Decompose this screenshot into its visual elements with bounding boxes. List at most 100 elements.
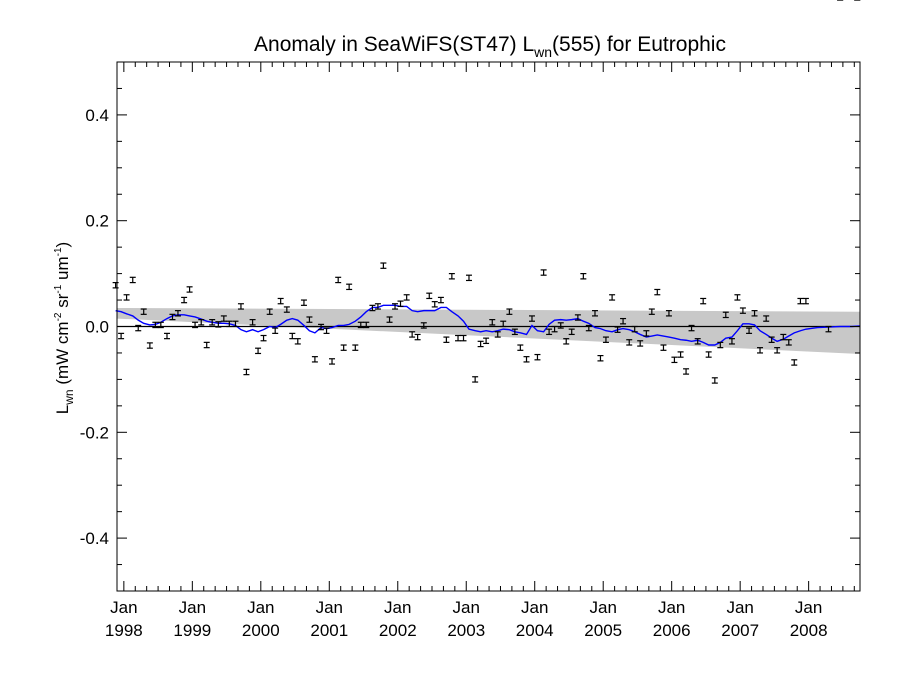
x-tick-label-year: 2005 <box>584 621 622 640</box>
data-point <box>112 281 119 289</box>
data-point <box>146 342 153 349</box>
data-point <box>717 341 724 349</box>
x-tick-label-year: 2004 <box>516 621 554 640</box>
data-point <box>363 321 370 329</box>
x-tick-label-month: Jan <box>726 598 753 617</box>
chart-title-suffix: (555) for Eutrophic <box>552 33 726 56</box>
data-point <box>209 319 216 326</box>
data-points-group <box>112 0 861 384</box>
x-tick-label-month: Jan <box>316 598 343 617</box>
data-point <box>294 338 301 345</box>
data-point <box>534 353 541 361</box>
x-tick-label-year: 1999 <box>173 621 211 640</box>
data-point <box>517 344 524 351</box>
x-tick-label-month: Jan <box>453 598 480 617</box>
chart-title-prefix: Anomaly in SeaWiFS(ST47) L <box>254 33 534 56</box>
data-point <box>523 356 530 363</box>
x-tick-label-month: Jan <box>247 598 274 617</box>
data-point <box>654 288 661 296</box>
y-axis-label-exp2: -1 <box>53 284 64 293</box>
x-tick-label-month: Jan <box>521 598 548 617</box>
y-axis-label: Lwn (mW cm-2 sr-1 um-1) <box>53 242 76 414</box>
data-point <box>825 325 832 333</box>
data-point <box>157 321 164 329</box>
data-point <box>688 324 695 332</box>
data-point <box>300 299 307 306</box>
data-point <box>511 328 518 336</box>
y-tick-label: -0.4 <box>80 529 109 548</box>
data-point <box>386 316 393 323</box>
y-axis-label-exp1: -2 <box>53 312 64 321</box>
data-point <box>626 339 633 346</box>
x-tick-label-year: 2007 <box>721 621 759 640</box>
data-point <box>774 347 781 354</box>
data-point <box>620 317 627 325</box>
data-point <box>568 328 575 336</box>
data-point <box>346 283 353 291</box>
y-axis-label-close: ) <box>53 242 72 248</box>
data-point <box>557 322 564 329</box>
data-point <box>694 338 701 345</box>
data-point <box>323 327 330 334</box>
y-axis-ticks: -0.4 -0.2 0.0 0.2 0.4 <box>80 61 860 592</box>
data-point <box>266 308 273 315</box>
data-point <box>757 347 764 354</box>
x-tick-label-month: Jan <box>179 598 206 617</box>
data-point <box>357 321 364 329</box>
x-tick-label-year: 2003 <box>447 621 485 640</box>
x-tick-label-year: 2001 <box>310 621 348 640</box>
data-point <box>705 351 712 358</box>
data-point <box>791 359 798 366</box>
data-point <box>203 341 210 349</box>
data-point <box>460 334 467 342</box>
data-point <box>540 269 547 276</box>
data-point <box>734 294 741 301</box>
data-point <box>448 273 455 280</box>
data-point <box>443 336 450 343</box>
data-point <box>186 286 193 293</box>
data-point <box>392 303 399 310</box>
data-point <box>585 324 592 332</box>
x-tick-label-year: 2006 <box>653 621 691 640</box>
data-point <box>397 300 404 307</box>
data-point <box>574 314 581 321</box>
data-point <box>614 326 621 333</box>
data-point <box>118 332 125 340</box>
data-point <box>255 347 262 355</box>
data-point <box>340 344 347 351</box>
data-point <box>237 303 244 310</box>
data-point <box>380 262 387 269</box>
data-point <box>335 276 342 284</box>
data-point <box>123 294 130 301</box>
data-point <box>169 313 176 321</box>
data-point <box>602 336 609 343</box>
x-tick-label-month: Jan <box>658 598 685 617</box>
data-point <box>306 316 313 323</box>
data-point <box>472 376 479 383</box>
data-point <box>272 327 279 334</box>
data-point <box>700 297 707 305</box>
data-point <box>677 351 684 358</box>
data-point <box>665 310 672 317</box>
data-point <box>643 330 650 337</box>
data-point <box>763 315 770 322</box>
y-tick-label: 0.2 <box>85 212 109 231</box>
data-point <box>494 331 501 338</box>
data-point <box>431 301 438 308</box>
data-point <box>226 320 233 328</box>
data-point <box>455 334 462 342</box>
x-tick-label-month: Jan <box>384 598 411 617</box>
data-point <box>129 276 136 284</box>
data-point <box>660 344 667 351</box>
data-point <box>580 273 587 280</box>
data-point <box>637 340 644 347</box>
y-axis-label-subscript: wn <box>62 389 76 405</box>
data-point <box>711 377 718 384</box>
data-point <box>597 354 604 362</box>
x-tick-label-month: Jan <box>795 598 822 617</box>
x-tick-label-year: 2008 <box>790 621 828 640</box>
data-point <box>174 310 181 317</box>
chart-title-subscript: wn <box>533 44 552 60</box>
data-point <box>414 333 421 341</box>
